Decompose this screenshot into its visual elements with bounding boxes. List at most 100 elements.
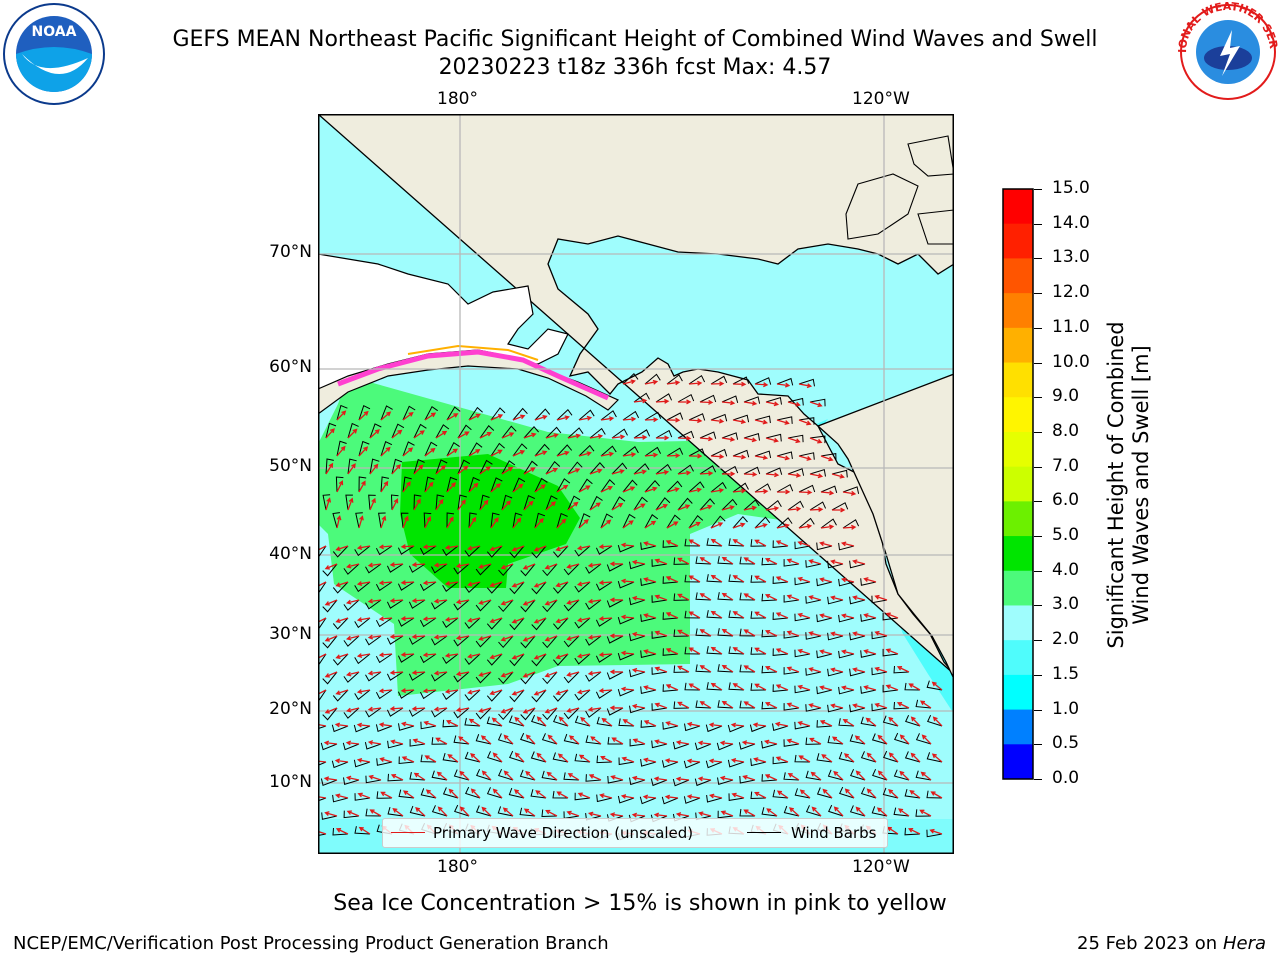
wind-barb bbox=[655, 393, 673, 403]
wind-barb bbox=[376, 791, 393, 799]
wind-barb bbox=[805, 668, 822, 676]
wind-barb bbox=[706, 574, 723, 583]
wind-barb bbox=[420, 721, 437, 730]
wave-direction-arrow bbox=[447, 753, 459, 763]
colorbar-tick-mark bbox=[1034, 501, 1042, 503]
wave-direction-arrow bbox=[457, 499, 466, 511]
wind-barb bbox=[343, 810, 360, 819]
wave-direction-arrow bbox=[367, 740, 382, 746]
wave-direction-arrow bbox=[369, 809, 382, 817]
wind-barb bbox=[754, 516, 771, 529]
wave-direction-arrow bbox=[643, 577, 657, 583]
wave-direction-arrow bbox=[654, 558, 668, 565]
wind-barb bbox=[783, 805, 800, 817]
wind-barb bbox=[728, 610, 745, 619]
wave-direction-arrow bbox=[567, 773, 580, 781]
wave-direction-arrow bbox=[556, 791, 569, 799]
colorbar-tick-mark bbox=[1034, 258, 1042, 260]
wave-direction-arrow bbox=[732, 575, 745, 583]
wind-barb bbox=[606, 671, 624, 680]
wind-barb bbox=[794, 649, 811, 658]
lat-label-60n: 60°N bbox=[269, 357, 312, 377]
wind-barb bbox=[666, 412, 684, 421]
wave-direction-arrow bbox=[389, 598, 404, 604]
wind-barb bbox=[585, 735, 602, 745]
wave-direction-arrow bbox=[448, 788, 459, 799]
wave-direction-arrow bbox=[655, 469, 670, 475]
wind-barb bbox=[556, 408, 573, 421]
wave-direction-arrow bbox=[522, 635, 536, 642]
colorbar-cell bbox=[1003, 189, 1033, 225]
wave-direction-arrow bbox=[654, 702, 668, 709]
wave-direction-arrow bbox=[467, 653, 481, 659]
wave-direction-arrow bbox=[754, 683, 767, 691]
wave-direction-arrow bbox=[435, 737, 448, 745]
colorbar-tick-label: 0.5 bbox=[1052, 733, 1080, 754]
wind-barb bbox=[695, 700, 712, 709]
wave-direction-arrow bbox=[577, 792, 591, 799]
wind-barb bbox=[318, 545, 327, 559]
wave-direction-arrow bbox=[644, 486, 658, 493]
wave-direction-arrow bbox=[358, 480, 366, 493]
wave-direction-arrow bbox=[318, 689, 327, 697]
wave-direction-arrow bbox=[622, 719, 635, 727]
wave-direction-arrow bbox=[533, 581, 547, 588]
wind-barb bbox=[512, 512, 523, 529]
wave-direction-arrow bbox=[467, 581, 481, 587]
wave-direction-arrow bbox=[335, 545, 349, 552]
wave-direction-arrow bbox=[721, 505, 735, 511]
colorbar-cell bbox=[1003, 258, 1033, 294]
wind-barb bbox=[498, 707, 514, 721]
wave-direction-arrow bbox=[598, 616, 613, 622]
wind-barb bbox=[419, 545, 437, 556]
wind-barb bbox=[860, 751, 877, 763]
wave-direction-arrow bbox=[710, 487, 725, 493]
wave-direction-arrow bbox=[609, 633, 624, 639]
wave-direction-arrow bbox=[400, 652, 415, 658]
wave-direction-arrow bbox=[489, 617, 503, 624]
wave-direction-arrow bbox=[467, 689, 481, 695]
wave-direction-arrow bbox=[655, 503, 669, 511]
wind-barb bbox=[710, 413, 728, 422]
wave-direction-arrow bbox=[764, 629, 778, 637]
wave-direction-arrow bbox=[402, 790, 415, 799]
wave-direction-arrow bbox=[503, 734, 514, 745]
wind-barb bbox=[453, 735, 470, 745]
wind-barb bbox=[531, 689, 547, 703]
wave-direction-arrow bbox=[677, 701, 690, 709]
wind-barb bbox=[794, 685, 811, 694]
wave-direction-arrow bbox=[743, 437, 758, 443]
wind-barb bbox=[662, 540, 679, 548]
wave-direction-arrow bbox=[797, 612, 811, 619]
wave-direction-arrow bbox=[413, 498, 421, 511]
wave-direction-arrow bbox=[808, 595, 822, 601]
wind-barb bbox=[468, 512, 477, 529]
wind-barb bbox=[739, 700, 756, 709]
wave-direction-arrow bbox=[318, 617, 327, 625]
wave-direction-arrow bbox=[380, 791, 393, 799]
wind-barb bbox=[694, 778, 712, 787]
wind-barb bbox=[358, 404, 371, 421]
colorbar-tick-label: 9.0 bbox=[1052, 386, 1080, 407]
wind-barb bbox=[541, 809, 558, 818]
wind-barb bbox=[343, 599, 360, 611]
wind-barb bbox=[750, 575, 767, 583]
wave-direction-arrow bbox=[533, 653, 547, 660]
wind-barb bbox=[651, 631, 668, 639]
colorbar-cell bbox=[1003, 674, 1033, 711]
wave-direction-arrow bbox=[433, 562, 448, 568]
wave-direction-arrow bbox=[919, 809, 932, 817]
wind-barb bbox=[772, 540, 789, 548]
wave-direction-arrow bbox=[445, 719, 459, 727]
colorbar-cell bbox=[1003, 293, 1033, 329]
wind-barb bbox=[893, 665, 910, 674]
wind-barb bbox=[827, 632, 844, 641]
wave-direction-arrow bbox=[921, 734, 932, 745]
wind-barb bbox=[618, 757, 635, 766]
wind-barb bbox=[717, 592, 734, 601]
wave-direction-arrow bbox=[854, 735, 866, 745]
wave-direction-arrow bbox=[654, 630, 668, 637]
wave-direction-arrow bbox=[345, 775, 360, 781]
wave-direction-arrow bbox=[334, 793, 349, 799]
land-arctic-islands bbox=[845, 135, 954, 245]
